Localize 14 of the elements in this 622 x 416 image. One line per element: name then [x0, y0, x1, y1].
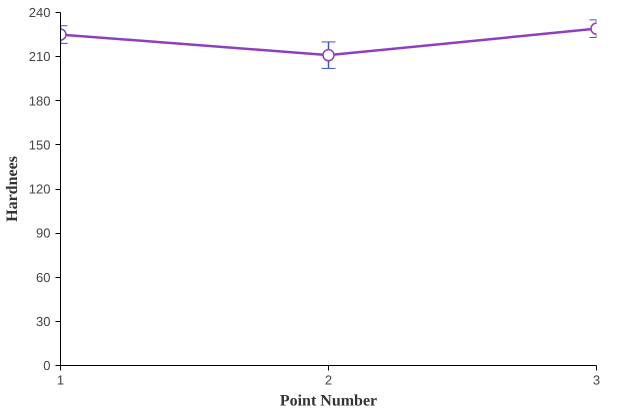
y-axis-title: Hardnees	[4, 156, 21, 222]
y-tick-label: 210	[28, 49, 51, 64]
y-tick-label: 30	[36, 314, 51, 329]
y-tick-label: 180	[28, 93, 51, 108]
y-tick-label: 60	[36, 270, 51, 285]
y-tick-label: 120	[28, 182, 51, 196]
x-tick-label: 1	[56, 372, 64, 388]
x-axis-title: Point Number	[280, 392, 378, 410]
y-tick-label: 240	[28, 5, 51, 20]
x-tick-label: 3	[592, 372, 600, 388]
y-tick-label: 0	[43, 358, 51, 373]
y-tick-label: 90	[36, 226, 51, 241]
y-tick-label: 150	[28, 137, 51, 152]
x-tick-label: 2	[324, 372, 332, 388]
